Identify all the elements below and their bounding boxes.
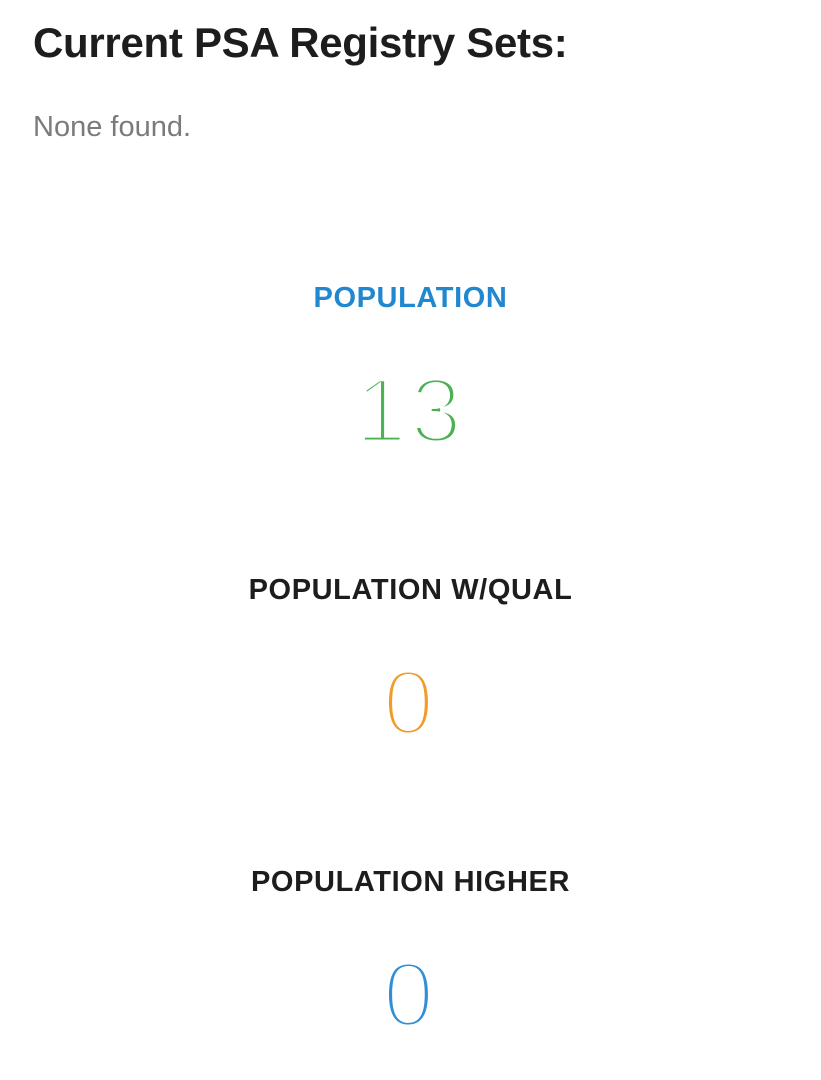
stat-population-value: 13: [353, 359, 466, 464]
stat-population-w-qual: POPULATION W/QUAL 0: [0, 573, 821, 756]
stat-population-higher-label: POPULATION HIGHER: [250, 866, 570, 898]
stat-population-label: POPULATION: [313, 282, 508, 314]
psa-registry-panel: Current PSA Registry Sets: None found. P…: [0, 18, 821, 1048]
page-title: Current PSA Registry Sets:: [33, 19, 568, 66]
stat-population-w-qual-label: POPULATION W/QUAL: [248, 574, 573, 606]
stats-list: POPULATION 13 POPULATION W/QUAL 0 POPULA…: [0, 281, 821, 1048]
stat-population: POPULATION 13: [0, 281, 821, 464]
stat-population-w-qual-value: 0: [380, 651, 439, 756]
stat-population-higher-value: 0: [380, 943, 439, 1048]
empty-state-message: None found.: [33, 111, 192, 143]
stat-population-higher: POPULATION HIGHER 0: [0, 865, 821, 1048]
